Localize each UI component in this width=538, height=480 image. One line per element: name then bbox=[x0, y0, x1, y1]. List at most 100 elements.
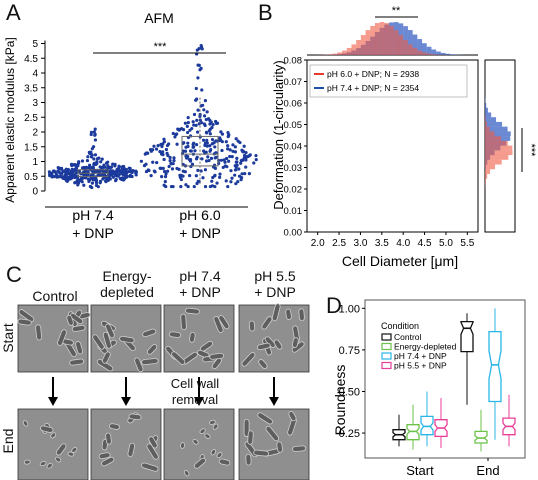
panel-b-top-bar-blue bbox=[445, 53, 451, 55]
panel-a-point bbox=[168, 155, 172, 160]
panel-a-point bbox=[95, 161, 99, 166]
panel-b-top-bar-red bbox=[346, 47, 352, 55]
panel-d-chart: Roundness 0.25 0.50 0.75 1.00 Start End Condi… bbox=[332, 299, 526, 478]
panel-c-note: Cell wall removal bbox=[170, 376, 220, 407]
panel-a-point bbox=[107, 171, 111, 175]
panel-a-point bbox=[254, 153, 258, 158]
panel-a-point bbox=[214, 139, 218, 143]
panel-a-point bbox=[152, 169, 156, 173]
panel-a-point bbox=[201, 103, 205, 107]
panel-a-point bbox=[88, 163, 92, 167]
panel-a-point bbox=[203, 168, 208, 172]
panel-a-point bbox=[202, 108, 206, 112]
panel-a-point bbox=[51, 174, 55, 178]
panel-a-point bbox=[171, 162, 175, 166]
panel-a-point bbox=[152, 144, 156, 148]
panel-a-point bbox=[113, 164, 117, 168]
panel-a-point bbox=[228, 148, 232, 152]
panel-a-point bbox=[204, 159, 209, 163]
panel-a-point bbox=[215, 181, 219, 185]
panel-a-point bbox=[190, 162, 195, 166]
panel-a-point bbox=[154, 147, 159, 151]
panel-a-point bbox=[173, 135, 177, 139]
panel-a-point bbox=[203, 123, 207, 128]
panel-c-cell bbox=[276, 441, 283, 453]
panel-c-micrograph bbox=[163, 304, 235, 373]
panel-a-point bbox=[74, 180, 78, 184]
panel-a-point bbox=[57, 175, 61, 179]
panel-a-point bbox=[199, 66, 203, 70]
panel-a-point bbox=[93, 138, 98, 142]
panel-a-point bbox=[233, 173, 237, 177]
panel-a-point bbox=[89, 130, 94, 134]
panel-a-ytick-label: 4.5 bbox=[24, 54, 38, 65]
panel-a-point bbox=[240, 148, 244, 152]
panel-a-point bbox=[245, 154, 249, 159]
panel-a-point bbox=[213, 156, 217, 160]
panel-c-cell bbox=[168, 331, 182, 338]
panel-a-point bbox=[142, 164, 147, 168]
panel-a-point bbox=[186, 184, 190, 189]
panel-a-point bbox=[226, 144, 230, 148]
panel-d-legend-label: pH 5.5 + DNP bbox=[394, 361, 447, 371]
panel-a-group1-l1: pH 7.4 bbox=[72, 207, 113, 223]
panel-a-point bbox=[201, 176, 205, 180]
panel-b-ylabel: Deformation (1-circularity) bbox=[271, 60, 286, 210]
panel-a-point bbox=[92, 157, 96, 161]
panel-a-point bbox=[100, 157, 104, 161]
panel-a-point bbox=[169, 184, 174, 189]
panel-a-point bbox=[86, 155, 90, 159]
panel-a-point bbox=[158, 150, 162, 154]
panel-a-point bbox=[209, 156, 214, 160]
panel-a-point bbox=[191, 142, 195, 147]
panel-a-point bbox=[225, 165, 229, 169]
panel-b-right-bar-red bbox=[485, 155, 509, 160]
panel-a-point bbox=[130, 170, 134, 175]
panel-a-point bbox=[192, 123, 196, 127]
panel-a-point bbox=[203, 143, 207, 147]
panel-a-point bbox=[195, 155, 199, 159]
panel-b-top-bar-blue bbox=[436, 51, 441, 55]
panel-c-cell bbox=[248, 320, 256, 332]
panel-a-ytick-label: 1.5 bbox=[24, 142, 38, 153]
panel-a-point bbox=[166, 169, 170, 173]
panel-b-top-bar-red bbox=[417, 50, 423, 55]
panel-a-group2-l2: + DNP bbox=[179, 225, 221, 241]
panel-a-point bbox=[195, 118, 199, 122]
panel-d-legend-label: Energy-depleted bbox=[394, 342, 457, 352]
panel-a-point bbox=[210, 137, 215, 142]
panel-b-top-bar-red bbox=[332, 53, 338, 55]
panel-a-point bbox=[211, 122, 215, 127]
panel-a-point bbox=[88, 184, 92, 189]
panel-a-point bbox=[210, 184, 215, 188]
panel-a-point bbox=[243, 171, 247, 176]
panel-b-top-bar-red bbox=[337, 52, 343, 55]
panel-a-point bbox=[90, 181, 95, 185]
panel-b-top-bar-blue bbox=[450, 54, 455, 55]
panel-b-top-bar-red bbox=[356, 39, 361, 55]
panel-b-right-bar-blue bbox=[485, 103, 487, 108]
panel-a-point bbox=[177, 167, 181, 171]
panel-a-point bbox=[172, 156, 176, 160]
panel-a-point bbox=[188, 159, 193, 163]
panel-a-point bbox=[77, 160, 81, 164]
panel-a-point bbox=[162, 169, 167, 174]
panel-a-point bbox=[231, 149, 235, 153]
panel-a-point bbox=[106, 166, 110, 170]
panel-a-point bbox=[146, 168, 150, 172]
panel-a-point bbox=[218, 175, 222, 179]
panel-a-point bbox=[72, 168, 76, 172]
panel-a-point bbox=[167, 142, 171, 146]
panel-a-point bbox=[197, 47, 201, 51]
panel-a-point bbox=[68, 176, 72, 181]
panel-b-right-bar-blue bbox=[485, 121, 503, 127]
panel-c-micrograph bbox=[17, 408, 89, 480]
panel-a-point bbox=[104, 180, 108, 184]
panel-a-point bbox=[71, 174, 75, 178]
panel-a-point bbox=[218, 172, 222, 176]
panel-a-point bbox=[242, 144, 246, 148]
panel-b-top-bar-red bbox=[412, 47, 418, 55]
panel-b-top-bar-red bbox=[421, 52, 427, 55]
panel-a-point bbox=[69, 171, 73, 176]
panel-d-legend-label: Control bbox=[394, 332, 422, 342]
